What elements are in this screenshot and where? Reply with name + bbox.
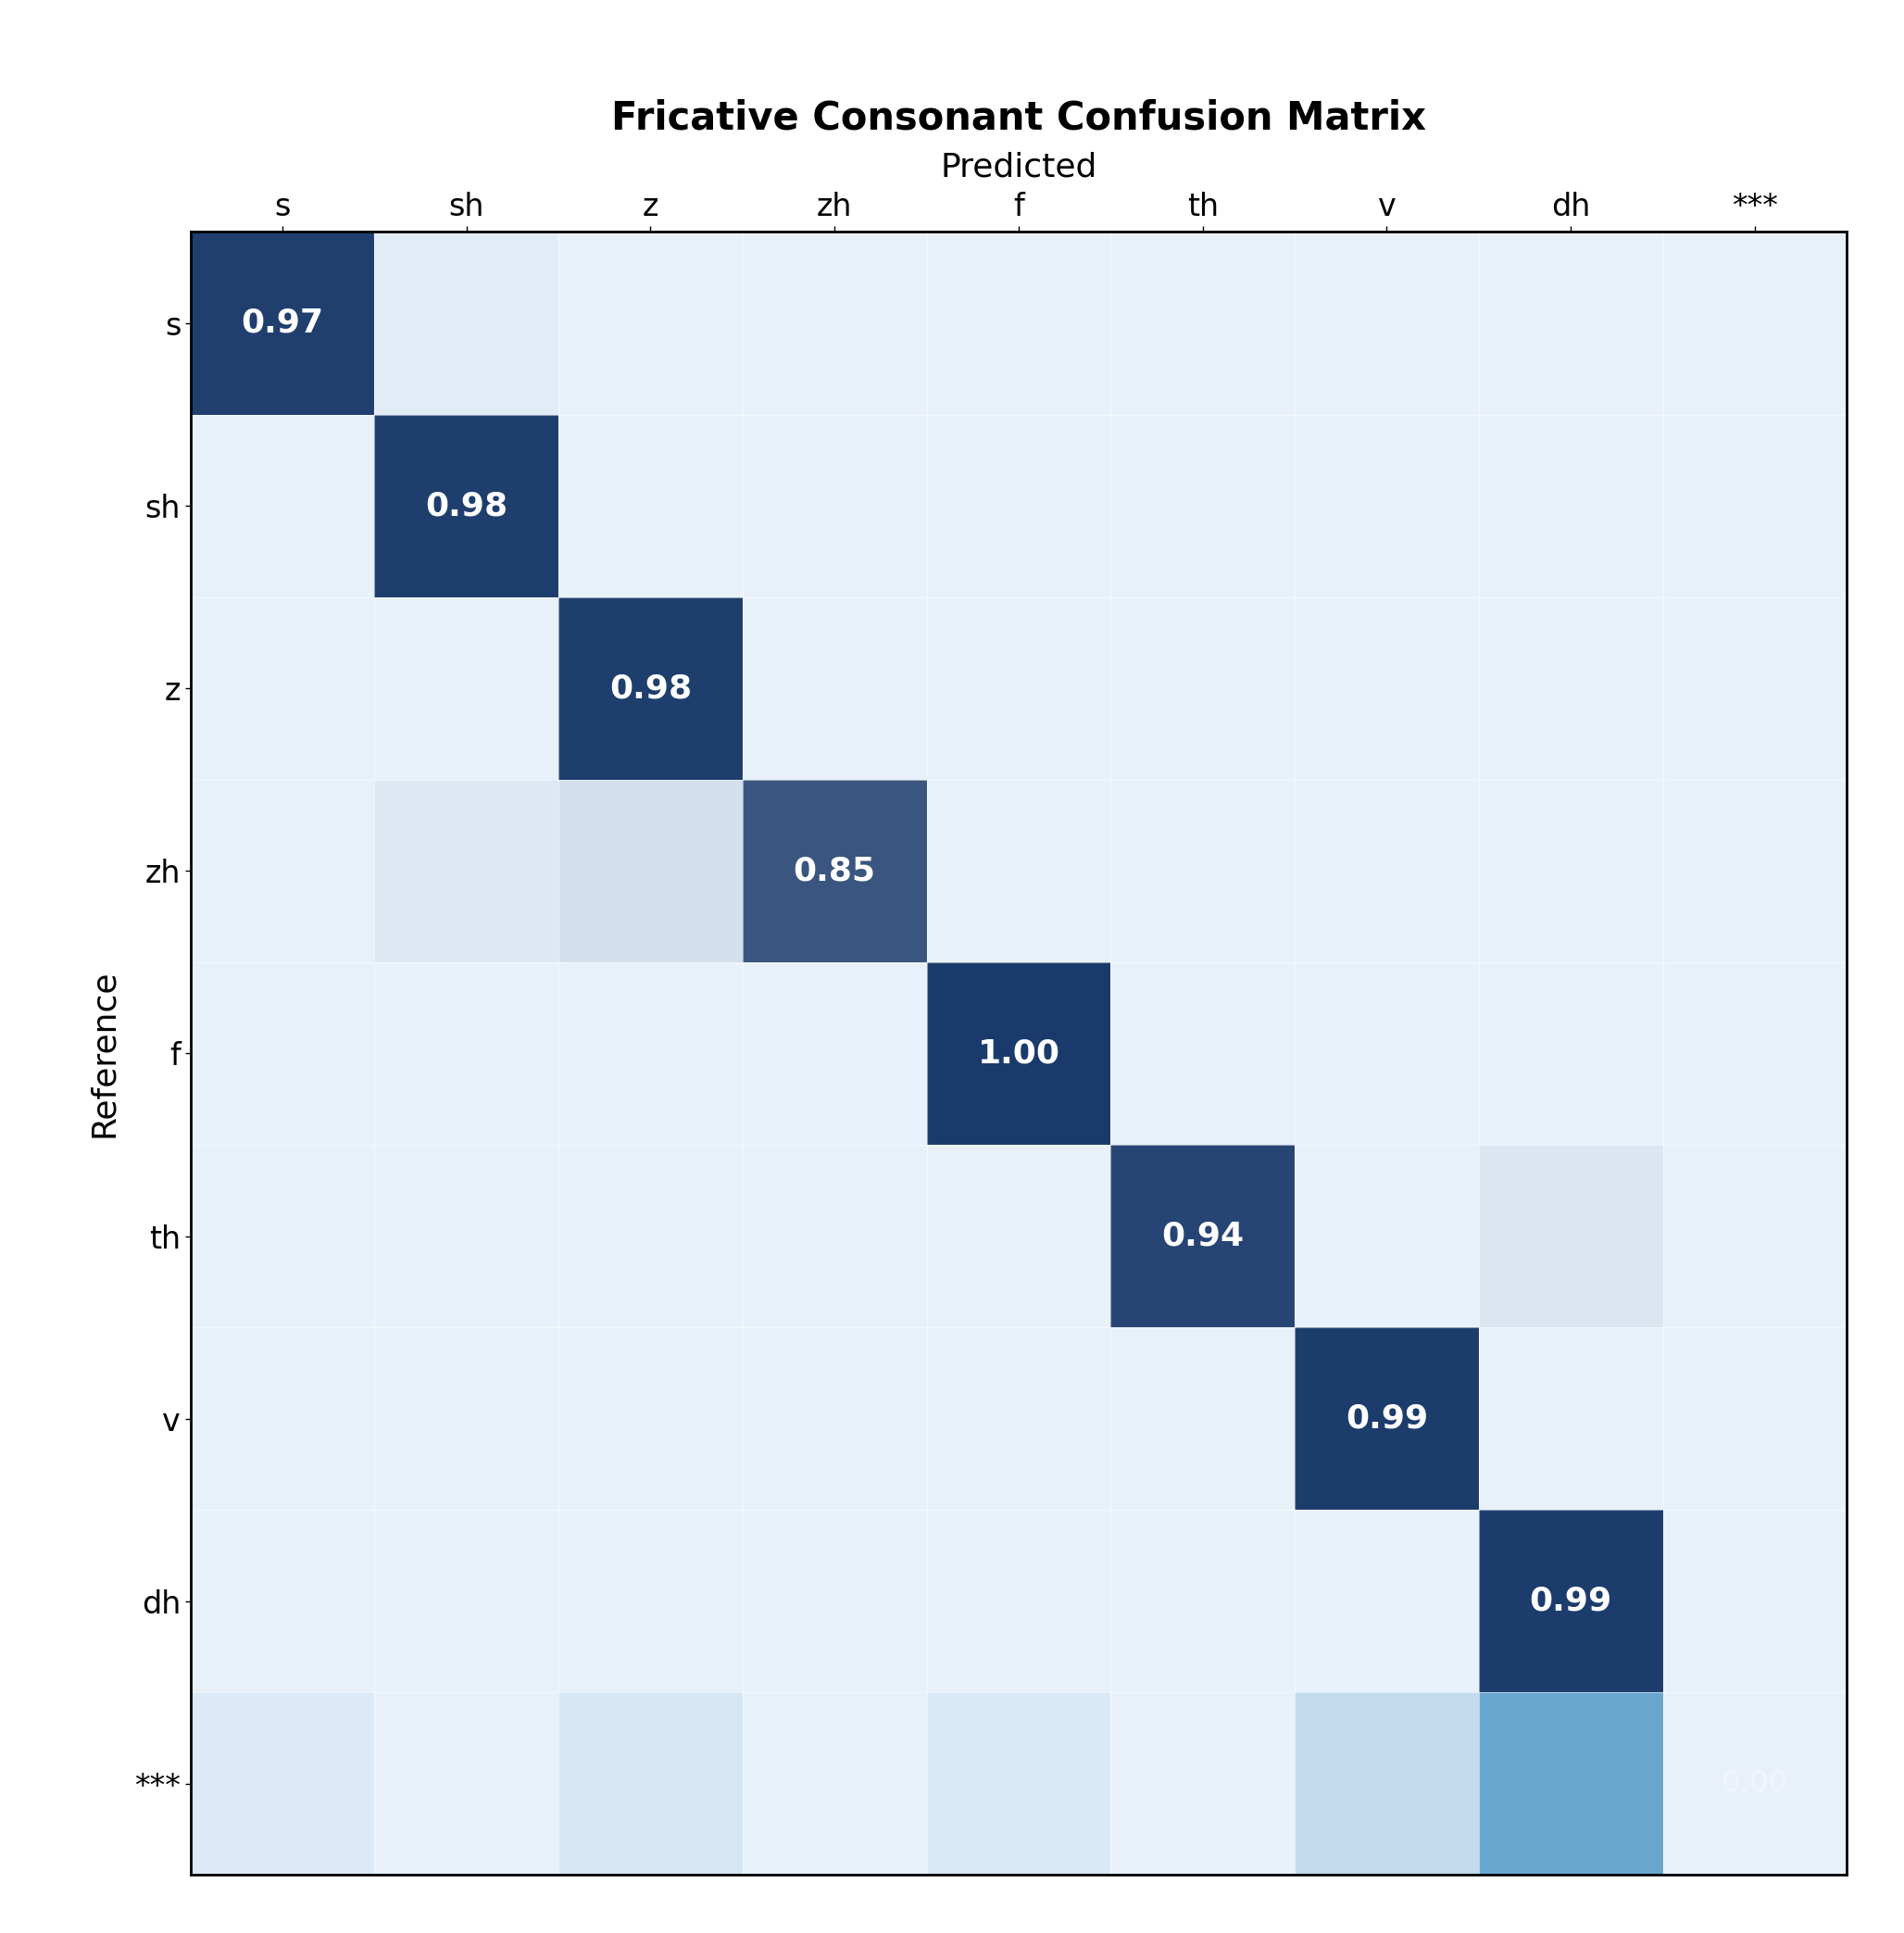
Bar	[1479, 597, 1662, 779]
Bar	[1110, 1328, 1295, 1510]
Text: 0.99: 0.99	[1346, 1403, 1428, 1434]
Bar	[1295, 1328, 1479, 1510]
Text: 0.85: 0.85	[794, 854, 876, 887]
Bar	[375, 1510, 558, 1693]
Bar	[927, 963, 1110, 1144]
Bar	[1110, 1510, 1295, 1693]
Bar	[1662, 1693, 1847, 1875]
Bar	[558, 963, 743, 1144]
Bar	[190, 597, 375, 779]
Bar	[1479, 1328, 1662, 1510]
Bar	[1110, 414, 1295, 597]
Bar	[743, 1693, 927, 1875]
Bar	[1662, 963, 1847, 1144]
Bar	[927, 232, 1110, 414]
Bar	[375, 597, 558, 779]
Bar	[190, 1693, 375, 1875]
Bar	[1295, 963, 1479, 1144]
Bar	[1662, 597, 1847, 779]
Bar	[743, 779, 927, 963]
Bar	[1110, 963, 1295, 1144]
Bar	[375, 414, 558, 597]
Bar	[1479, 414, 1662, 597]
Bar	[558, 1328, 743, 1510]
Bar	[558, 779, 743, 963]
Bar	[1662, 414, 1847, 597]
Bar	[1110, 1144, 1295, 1328]
Bar	[1479, 1144, 1662, 1328]
Bar	[558, 597, 743, 779]
Bar	[190, 963, 375, 1144]
Bar	[1295, 1144, 1479, 1328]
Bar	[1295, 597, 1479, 779]
Text: 0.97: 0.97	[242, 307, 324, 338]
Bar	[190, 779, 375, 963]
Bar	[1662, 1144, 1847, 1328]
Bar	[375, 1144, 558, 1328]
Text: 1.00: 1.00	[977, 1038, 1061, 1069]
Bar	[558, 1510, 743, 1693]
Text: 0.00: 0.00	[1721, 1769, 1788, 1798]
Bar	[1295, 1693, 1479, 1875]
Bar	[190, 1328, 375, 1510]
Bar	[375, 779, 558, 963]
Text: 0.98: 0.98	[609, 673, 691, 704]
Bar	[1295, 1510, 1479, 1693]
Bar	[375, 232, 558, 414]
Bar	[1110, 232, 1295, 414]
Bar	[190, 1144, 375, 1328]
Bar	[1662, 1328, 1847, 1510]
Bar	[1110, 597, 1295, 779]
Bar	[558, 1693, 743, 1875]
Bar	[927, 1144, 1110, 1328]
Bar	[1479, 963, 1662, 1144]
Bar	[927, 1328, 1110, 1510]
Bar	[1662, 779, 1847, 963]
Bar	[375, 963, 558, 1144]
Bar	[1110, 1693, 1295, 1875]
Y-axis label: Reference: Reference	[88, 970, 120, 1137]
Bar	[927, 779, 1110, 963]
Bar	[1295, 414, 1479, 597]
Bar	[190, 232, 375, 414]
Bar	[375, 1328, 558, 1510]
Bar	[743, 414, 927, 597]
Bar	[743, 232, 927, 414]
Bar	[743, 1510, 927, 1693]
Bar	[1479, 1693, 1662, 1875]
Bar	[1662, 232, 1847, 414]
Bar	[1479, 1510, 1662, 1693]
Bar	[743, 1328, 927, 1510]
X-axis label: Predicted: Predicted	[941, 151, 1097, 184]
Bar	[743, 1144, 927, 1328]
Bar	[190, 414, 375, 597]
Text: 0.94: 0.94	[1161, 1220, 1243, 1253]
Text: 0.98: 0.98	[425, 491, 508, 522]
Bar	[927, 414, 1110, 597]
Bar	[1110, 779, 1295, 963]
Bar	[1479, 779, 1662, 963]
Bar	[1295, 232, 1479, 414]
Bar	[743, 597, 927, 779]
Bar	[1295, 779, 1479, 963]
Bar	[927, 1693, 1110, 1875]
Title: Fricative Consonant Confusion Matrix: Fricative Consonant Confusion Matrix	[611, 99, 1426, 137]
Bar	[558, 414, 743, 597]
Bar	[927, 597, 1110, 779]
Bar	[743, 963, 927, 1144]
Bar	[375, 1693, 558, 1875]
Bar	[558, 1144, 743, 1328]
Bar	[190, 1510, 375, 1693]
Bar	[1662, 1510, 1847, 1693]
Bar	[1479, 232, 1662, 414]
Bar	[927, 1510, 1110, 1693]
Bar	[558, 232, 743, 414]
Text: 0.99: 0.99	[1529, 1585, 1613, 1616]
